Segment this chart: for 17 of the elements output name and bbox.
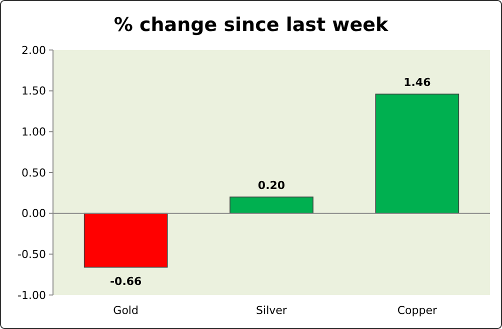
bar (84, 212, 168, 268)
bar (230, 196, 314, 214)
x-tick-label: Gold (113, 304, 138, 317)
y-tick-label: 1.00 (22, 126, 46, 139)
chart-title: % change since last week (114, 14, 389, 36)
y-tick-label: -0.50 (18, 248, 46, 262)
y-tick-label: 1.50 (22, 84, 46, 98)
y-tick-label: 0.50 (22, 166, 46, 180)
data-label: 0.20 (258, 179, 286, 192)
y-tick-label: 2.00 (22, 44, 46, 57)
data-label: 1.46 (404, 76, 432, 90)
x-tick-label: Silver (256, 304, 288, 317)
data-label: -0.66 (110, 275, 142, 288)
bar (375, 94, 460, 214)
y-tick-label: 0.00 (22, 207, 46, 220)
y-tick-label: -1.00 (18, 288, 46, 302)
x-tick-label: Copper (397, 304, 438, 317)
